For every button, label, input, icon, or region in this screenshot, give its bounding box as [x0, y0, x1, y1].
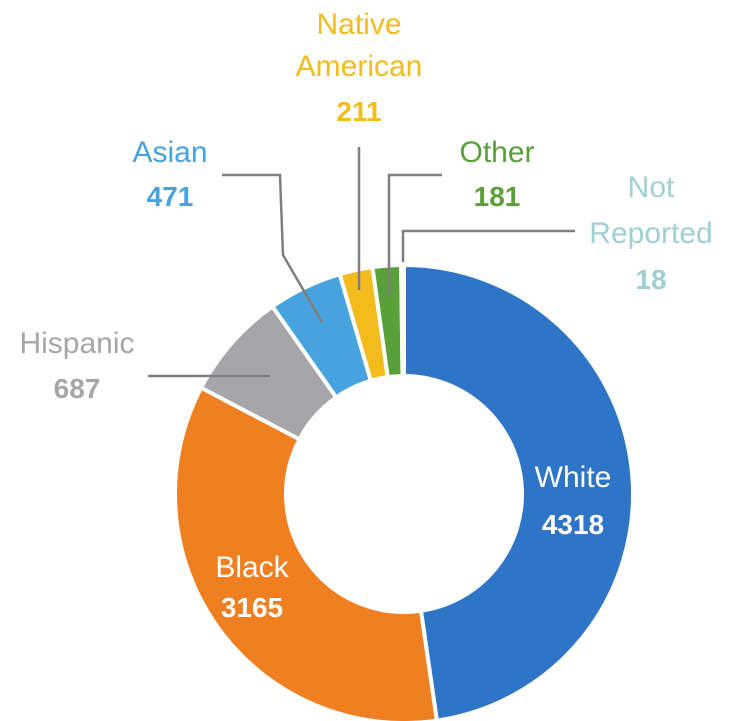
label-name-native-american: Native American: [296, 8, 423, 83]
label-value-white: 4318: [542, 509, 604, 540]
label-name-asian: Asian: [132, 136, 207, 169]
label-name-not-reported: Not Reported: [589, 171, 712, 250]
leader-line-not-reported: [401, 229, 575, 262]
label-name-black: Black: [215, 551, 289, 584]
slice-white: [402, 263, 635, 721]
label-name-white: White: [535, 461, 612, 494]
label-value-other: 181: [474, 181, 521, 212]
donut-slices: [173, 263, 635, 721]
label-value-hispanic: 687: [54, 373, 101, 404]
slice-black: [173, 385, 439, 721]
leader-lines: [148, 147, 575, 378]
label-name-hispanic: Hispanic: [19, 327, 134, 360]
label-name-other: Other: [459, 136, 534, 169]
label-value-black: 3165: [221, 592, 283, 623]
leader-line-other: [387, 173, 442, 295]
slice-labels: White 4318 Black 3165 Hispanic 687 Asian 471 Nat…: [19, 8, 712, 623]
label-value-asian: 471: [147, 181, 194, 212]
label-value-not-reported: 18: [635, 264, 666, 295]
slice-not-reported: [399, 263, 406, 379]
label-value-native-american: 211: [336, 96, 381, 127]
leader-line-asian: [222, 173, 324, 323]
